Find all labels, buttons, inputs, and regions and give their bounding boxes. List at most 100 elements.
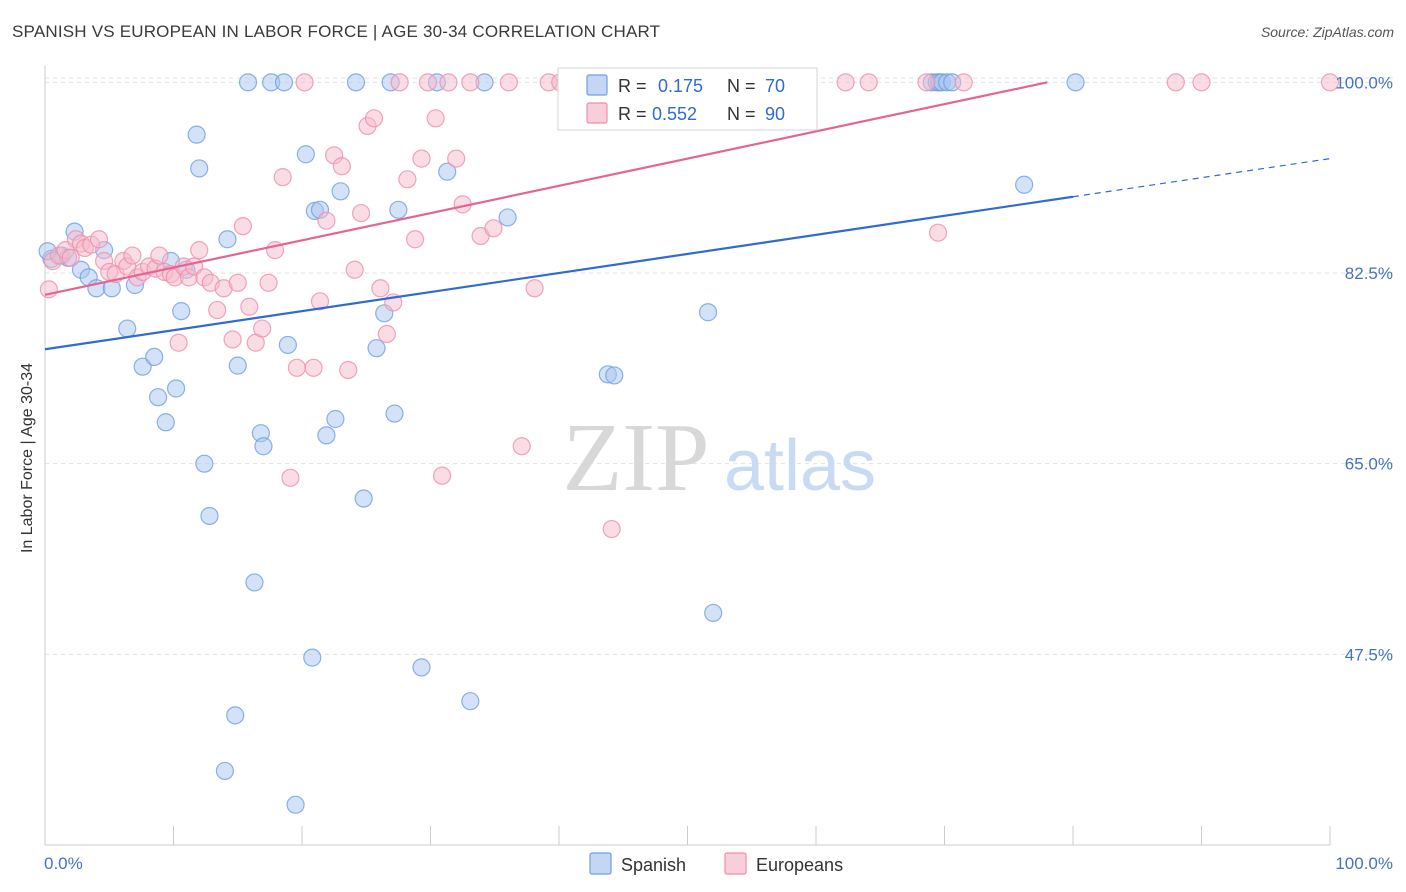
stats-r-value-spanish: 0.175 [658,76,703,96]
spanish-point [218,230,237,249]
spanish-point [274,73,294,92]
europeans-point [954,73,973,92]
europeans-point [281,468,300,487]
europeans-point [345,260,364,279]
legend-label-spanish: Spanish [621,855,686,875]
europeans-point [39,280,58,299]
x-tick-label: 100.0% [1335,854,1393,873]
europeans-point [259,273,278,292]
spanish-point [166,379,186,398]
spanish-point [605,366,624,385]
spanish-trend-extension [1072,158,1331,198]
spanish-point [190,159,209,178]
spanish-point [286,795,305,814]
stats-n-label-europeans: N = [727,104,756,124]
data-points [38,73,1340,814]
stats-n-value-europeans: 90 [765,104,785,124]
spanish-point [118,319,137,338]
europeans-point [339,360,358,380]
stats-swatch-spanish [586,74,608,96]
europeans-point [364,109,384,128]
legend-label-europeans: Europeans [756,855,843,875]
spanish-point [317,426,336,445]
spanish-point [296,145,315,164]
europeans-point [240,297,259,316]
y-tick-label: 65.0% [1345,455,1393,474]
europeans-point [169,333,188,352]
europeans-trend-line [44,81,1048,296]
spanish-point [1015,175,1034,194]
europeans-point [332,157,351,176]
spanish-point [200,506,219,526]
europeans-point [602,519,621,539]
spanish-point [156,413,175,432]
spanish-point [228,356,247,375]
source-credit: Source: ZipAtlas.com [1260,24,1394,40]
spanish-point [367,339,386,358]
europeans-point [836,73,855,92]
spanish-point [245,573,264,592]
legend-swatch-spanish [589,852,612,875]
europeans-point [484,219,503,238]
stats-r-value-europeans: 0.552 [652,104,697,124]
series-legend: Spanish Europeans [589,852,843,875]
stats-n-label-spanish: N = [727,76,756,96]
europeans-point [89,230,109,249]
spanish-point [346,73,366,92]
spanish-point [303,648,322,667]
europeans-point [390,73,409,92]
europeans-point [917,73,936,92]
europeans-point [295,73,314,92]
europeans-point [405,230,425,249]
europeans-point [377,324,396,344]
spanish-point [215,761,234,781]
spanish-point [145,347,164,366]
europeans-point [228,273,247,292]
europeans-point [273,168,292,187]
spanish-point [698,303,718,322]
europeans-point [304,358,323,377]
stats-swatch-europeans [586,102,608,124]
europeans-point [512,437,531,456]
europeans-point [426,109,445,128]
axes [44,66,1331,846]
spanish-point [389,200,408,219]
europeans-point [418,73,438,92]
europeans-point [123,246,142,265]
europeans-point [1320,73,1340,92]
spanish-point [461,692,480,711]
spanish-point [148,388,168,407]
europeans-point [928,223,948,242]
europeans-point [371,279,390,298]
spanish-point [238,73,258,92]
stats-legend: R = 0.175 N = 70 R = 0.552 N = 90 [557,67,818,131]
trend-lines [44,81,1331,351]
europeans-point [190,241,209,260]
tick-labels: 47.5% 65.0% 82.5% 100.0% 0.0% 100.0% [44,73,1393,873]
spanish-point [195,454,214,473]
spanish-point [133,357,152,376]
europeans-point [208,300,227,320]
europeans-point [525,279,544,298]
europeans-point [499,73,518,92]
europeans-point [352,203,371,223]
spanish-point [326,409,345,429]
europeans-point [150,246,169,265]
y-tick-label: 82.5% [1345,264,1393,283]
europeans-point [412,149,431,168]
europeans-point [287,358,306,377]
europeans-point [398,170,417,189]
legend-swatch-europeans [724,852,747,875]
europeans-point [317,211,336,230]
spanish-point [278,335,297,355]
spanish-point [498,208,517,227]
y-tick-label: 100.0% [1335,73,1393,92]
europeans-point [253,319,272,338]
europeans-point [233,217,252,236]
stats-n-value-spanish: 70 [765,76,785,96]
spanish-point [331,182,350,201]
europeans-point [1166,73,1185,92]
watermark-zip: ZIP [563,404,710,512]
stats-r-label-europeans: R = [618,104,647,124]
